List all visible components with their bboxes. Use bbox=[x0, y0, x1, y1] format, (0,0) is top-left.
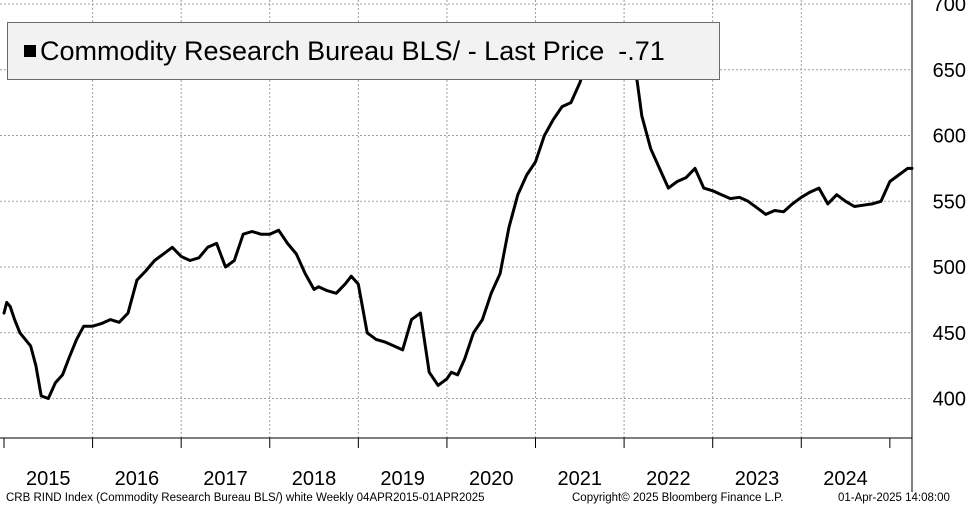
y-tick-label: 700 bbox=[933, 0, 966, 16]
x-tick-label: 2019 bbox=[380, 468, 425, 490]
x-tick-label: 2016 bbox=[115, 468, 160, 490]
legend-last-value: -.71 bbox=[618, 35, 665, 66]
footer-timestamp: 01-Apr-2025 14:08:00 bbox=[838, 492, 950, 504]
footer-copyright: Copyright© 2025 Bloomberg Finance L.P. bbox=[572, 492, 784, 504]
chart-legend: Commodity Research Bureau BLS/ - Last Pr… bbox=[7, 22, 720, 80]
x-tick-label: 2020 bbox=[469, 468, 514, 490]
y-tick-label: 650 bbox=[933, 60, 966, 82]
legend-series-label: Commodity Research Bureau BLS/ - Last Pr… bbox=[40, 35, 605, 66]
x-tick-label: 2022 bbox=[646, 468, 691, 490]
y-tick-label: 450 bbox=[933, 323, 966, 345]
y-tick-label: 550 bbox=[933, 191, 966, 213]
x-tick-label: 2018 bbox=[292, 468, 337, 490]
square-icon bbox=[24, 45, 36, 57]
y-tick-label: 400 bbox=[933, 389, 966, 411]
y-tick-label: 600 bbox=[933, 126, 966, 148]
series-line bbox=[2, 22, 914, 400]
footer-source: CRB RIND Index (Commodity Research Burea… bbox=[6, 492, 485, 504]
x-tick-label: 2015 bbox=[26, 468, 71, 490]
x-tick-label: 2017 bbox=[203, 468, 248, 490]
chart-footer: CRB RIND Index (Commodity Research Burea… bbox=[0, 492, 967, 509]
y-tick-label: 500 bbox=[933, 257, 966, 279]
x-tick-label: 2024 bbox=[823, 468, 868, 490]
x-tick-label: 2021 bbox=[558, 468, 603, 490]
x-tick-label: 2023 bbox=[735, 468, 780, 490]
